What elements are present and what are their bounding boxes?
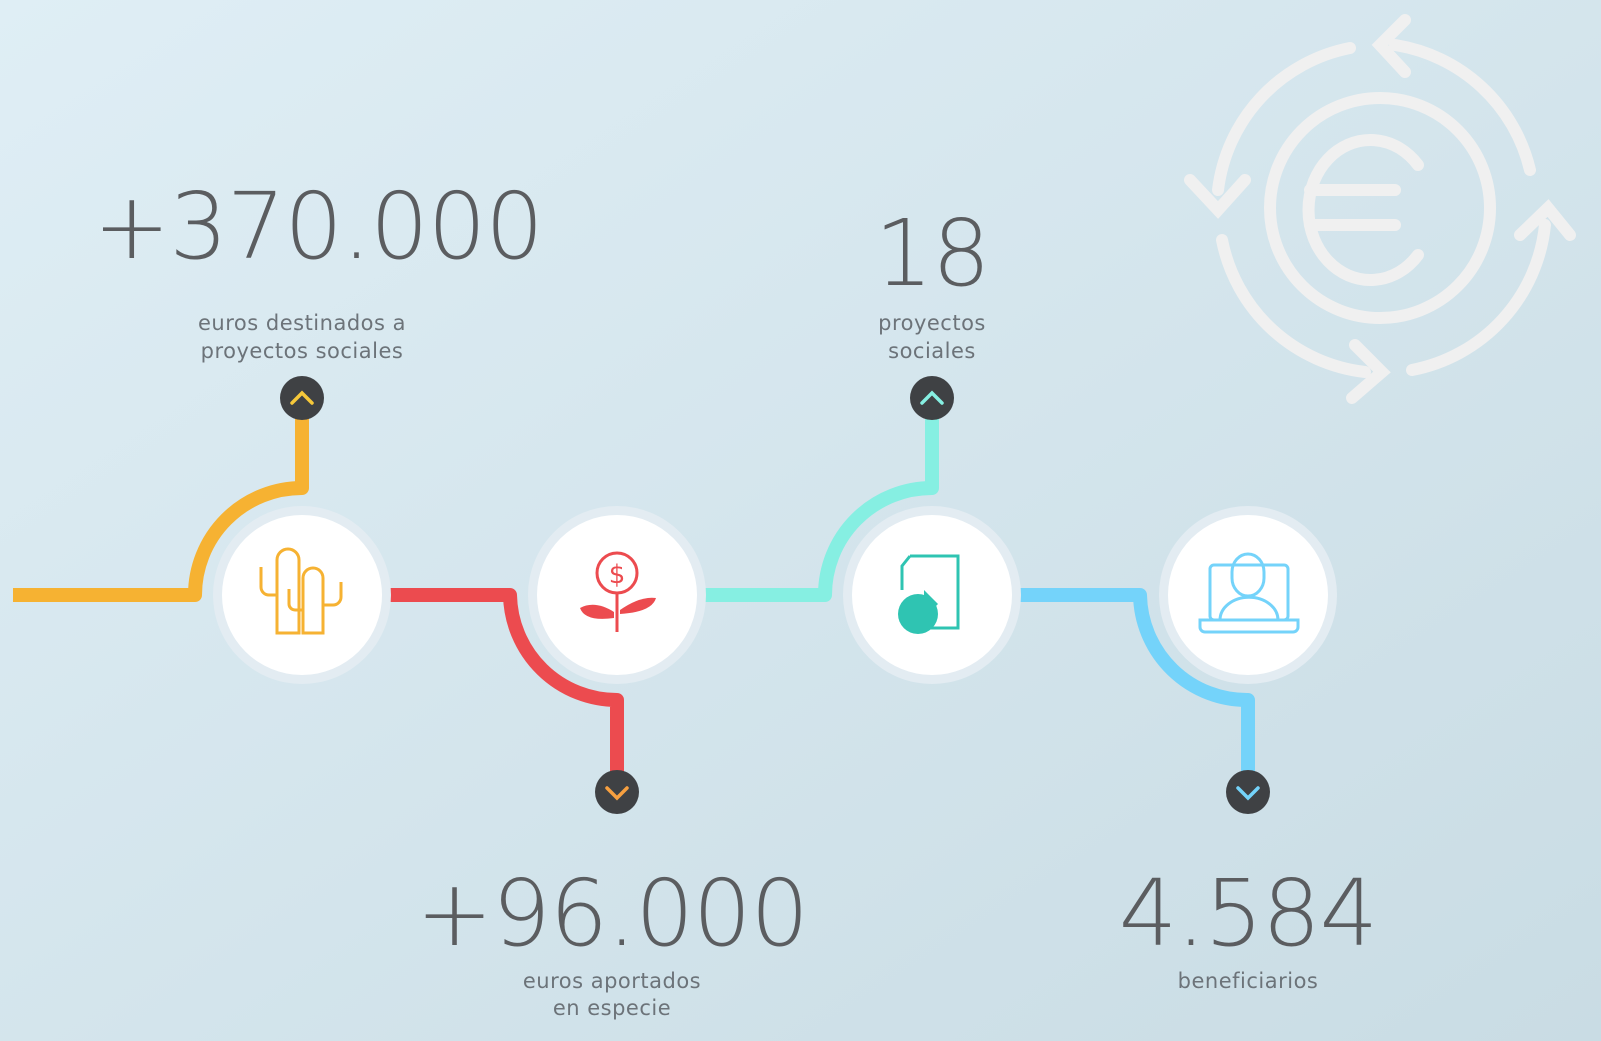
chevron-nodes <box>280 376 1270 814</box>
blue-track <box>1014 588 1255 792</box>
cyan-track <box>698 398 939 602</box>
stat-caption: proyectos <box>878 311 986 335</box>
stat-value: +370.000 <box>93 173 543 280</box>
svg-text:$: $ <box>609 560 626 590</box>
stat-caption: euros aportados <box>523 969 701 993</box>
stat-caption: euros destinados a <box>198 311 406 335</box>
cactus-icon <box>259 547 343 635</box>
stat-caption: sociales <box>888 339 976 363</box>
stat-value: 4.584 <box>1119 860 1377 967</box>
stat-caption: proyectos sociales <box>201 339 404 363</box>
stat-value: +96.000 <box>416 860 808 967</box>
euro-cycle-icon <box>1184 14 1576 404</box>
stat-value: 18 <box>874 200 989 307</box>
red-track <box>383 588 624 792</box>
laptop-user-icon <box>1198 552 1300 634</box>
orange-track <box>13 398 309 602</box>
stat-caption: en especie <box>553 996 671 1020</box>
stat-caption: beneficiarios <box>1178 969 1319 993</box>
money-plant-icon: $ <box>580 551 656 632</box>
report-icon <box>898 554 960 634</box>
